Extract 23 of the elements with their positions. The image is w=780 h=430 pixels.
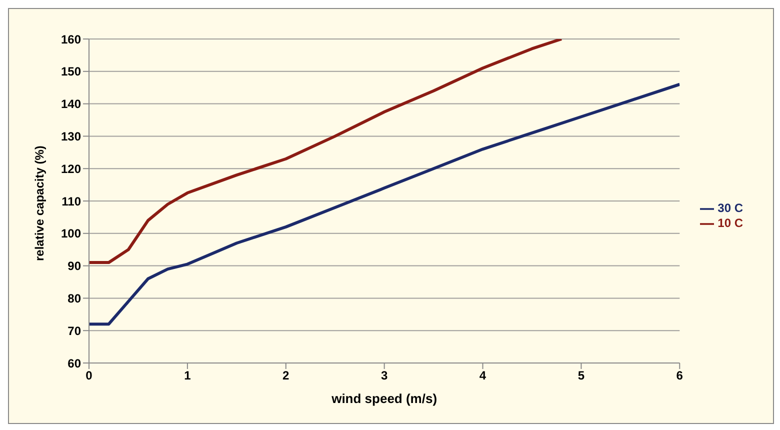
legend-label: 30 C	[718, 201, 743, 216]
y-tick-label: 130	[60, 129, 82, 144]
y-tick-label: 80	[68, 291, 82, 306]
y-tick-label: 60	[68, 356, 82, 370]
y-tick-label: 90	[68, 259, 82, 274]
legend-label: 10 C	[718, 216, 743, 230]
x-tick-label: 1	[184, 368, 192, 383]
y-tick-label: 110	[62, 194, 82, 208]
y-tick-label: 100	[60, 226, 82, 241]
y-tick-label: 120	[60, 162, 82, 176]
y-axis-title: relative capacity (%)	[32, 146, 46, 261]
x-tick-label: 3	[380, 368, 388, 383]
line-series	[89, 39, 564, 264]
x-tick-label: 5	[578, 368, 585, 383]
x-tick-label: 0	[86, 368, 93, 383]
x-tick-label: 4	[479, 368, 486, 383]
x-axis-title: wind speed (m/s)	[330, 391, 438, 406]
y-tick-label: 70	[68, 324, 82, 338]
x-tick-label: 6	[676, 368, 684, 383]
y-tick-label: 140	[60, 97, 82, 112]
y-tick-label: 150	[60, 64, 82, 79]
y-tick-label: 160	[60, 32, 82, 46]
x-tick-label: 2	[282, 368, 290, 383]
